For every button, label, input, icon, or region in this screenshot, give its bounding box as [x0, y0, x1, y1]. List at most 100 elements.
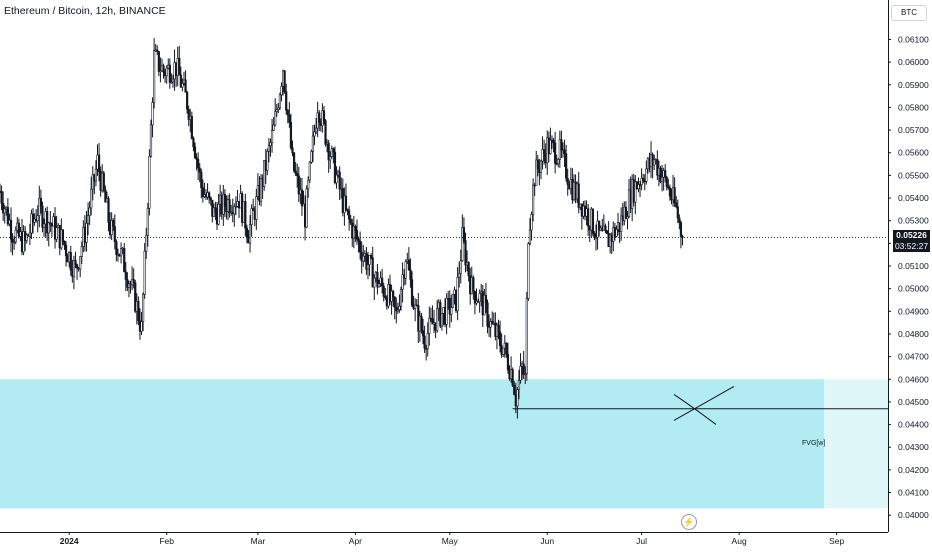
candle-body — [313, 131, 316, 137]
candle-body — [291, 147, 294, 154]
candle-body — [266, 151, 269, 171]
candle-body — [530, 214, 533, 231]
candle-body — [274, 111, 277, 126]
candle-body — [676, 206, 679, 219]
candle-body — [498, 331, 502, 346]
candle-body — [63, 240, 66, 246]
candle-body — [459, 260, 462, 274]
candle-body — [511, 369, 514, 386]
candle-body — [525, 298, 528, 375]
candle-body — [557, 159, 560, 164]
candle-body — [170, 81, 173, 84]
candle-body — [338, 171, 341, 190]
candle-body — [664, 170, 667, 178]
candle-body — [90, 188, 93, 209]
candle-body — [157, 51, 160, 72]
candle-body — [110, 220, 113, 236]
candle-body — [541, 149, 544, 162]
candle-body — [436, 308, 439, 331]
candle-body — [329, 156, 332, 161]
currency-button[interactable]: BTC — [891, 5, 927, 21]
candle-body — [248, 224, 252, 244]
candle-body — [115, 241, 118, 255]
fvg-zone-extension — [824, 379, 888, 509]
candle-body — [296, 173, 299, 177]
candle-body — [119, 248, 123, 257]
candle-body — [244, 201, 247, 229]
candle-body — [605, 230, 609, 234]
candle-body — [324, 120, 327, 145]
y-tick-label: 0.04700 — [898, 352, 929, 362]
candle-body — [536, 159, 539, 169]
candle-body — [502, 347, 505, 355]
candle-body — [41, 205, 44, 228]
candle-body — [678, 217, 681, 223]
candle-body — [134, 282, 137, 312]
candle-body — [563, 149, 566, 154]
candle-body — [513, 385, 516, 395]
candle-body — [289, 122, 293, 149]
candle-body — [431, 318, 434, 325]
candle-body — [197, 159, 200, 169]
candle-body — [228, 199, 231, 213]
y-tick-label: 0.04900 — [898, 306, 929, 316]
y-tick-label: 0.04400 — [898, 420, 929, 430]
candle-body — [587, 208, 590, 227]
candle-body — [223, 194, 226, 207]
candle-body — [484, 294, 488, 304]
candle-body — [554, 142, 557, 164]
candle-body — [112, 220, 115, 227]
candle-body — [55, 227, 58, 240]
candle-body — [179, 74, 182, 88]
candle-body — [656, 159, 659, 176]
y-tick-label: 0.04200 — [898, 465, 929, 475]
candle-body — [393, 296, 396, 308]
candle-body — [604, 225, 607, 232]
candle-body — [124, 271, 127, 280]
candle-body — [524, 373, 527, 376]
candle-body — [497, 324, 500, 333]
candle-body — [269, 142, 272, 147]
y-tick-label: 0.05700 — [898, 125, 929, 135]
candle-body — [31, 213, 35, 223]
lightning-icon[interactable]: ⚡ — [681, 514, 697, 530]
candle-body — [335, 174, 338, 184]
candle-body — [311, 135, 315, 152]
candle-body — [69, 252, 72, 271]
candle-body — [3, 208, 6, 214]
candle-body — [365, 253, 368, 270]
candle-body — [660, 176, 664, 183]
candle-body — [104, 189, 107, 203]
candle-body — [184, 79, 187, 93]
candle-body — [679, 222, 683, 237]
candle-body — [377, 283, 381, 288]
candle-body — [384, 296, 387, 299]
candle-body — [6, 207, 9, 225]
candle-body — [39, 198, 42, 207]
candle-body — [145, 235, 148, 252]
candle-body — [352, 226, 355, 239]
candle-body — [410, 279, 414, 306]
candle-body — [201, 187, 204, 198]
candle-body — [137, 300, 140, 322]
candle-body — [151, 102, 154, 126]
candle-body — [0, 191, 3, 204]
candle-body — [566, 177, 569, 185]
candle-body — [195, 157, 198, 160]
candle-body — [9, 219, 13, 240]
candle-body — [214, 207, 217, 213]
candle-body — [148, 156, 151, 209]
candle-body — [186, 91, 189, 110]
candle-body — [127, 283, 131, 288]
candle-body — [396, 309, 399, 312]
candle-body — [327, 142, 330, 161]
candle-body — [344, 195, 348, 210]
candle-body — [565, 153, 568, 179]
cross-stroke-1 — [673, 394, 717, 425]
y-tick-label: 0.04100 — [898, 488, 929, 498]
candle-body — [64, 244, 68, 257]
candle-body — [519, 366, 522, 381]
candle-body — [307, 179, 310, 190]
